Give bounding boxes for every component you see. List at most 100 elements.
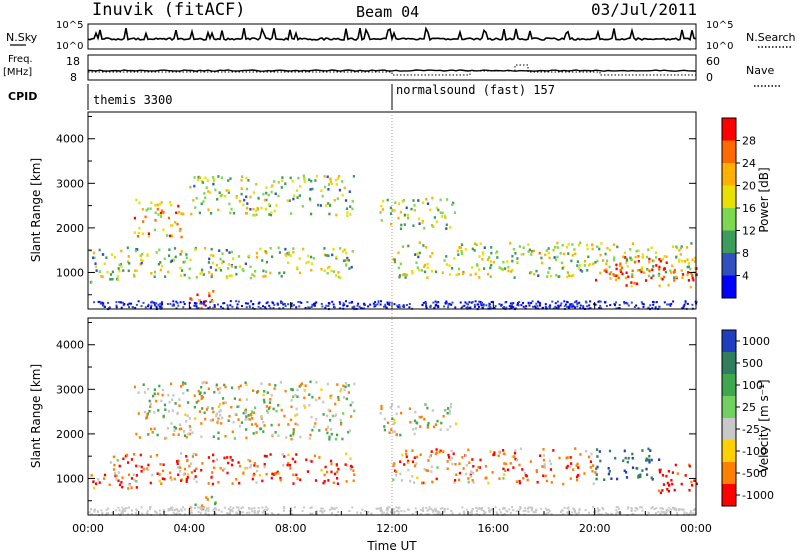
echo-cell (425, 302, 427, 305)
echo-cell (388, 301, 391, 304)
echo-cell (516, 261, 519, 264)
echo-cell (303, 506, 306, 509)
echo-cell (391, 417, 394, 420)
echo-cell (535, 302, 538, 305)
echo-cell (282, 303, 285, 306)
xlabel: Time UT (366, 539, 417, 553)
echo-cell (543, 466, 546, 469)
echo-cell (251, 477, 254, 481)
echo-cell (400, 223, 403, 227)
echo-cell (245, 436, 248, 440)
echo-cell (555, 307, 558, 310)
echo-cell (430, 450, 433, 453)
echo-cell (320, 468, 323, 472)
echo-cell (202, 200, 205, 203)
echo-cell (633, 281, 636, 285)
echo-cell (156, 472, 159, 475)
echo-cell (473, 303, 476, 306)
echo-cell (145, 415, 149, 419)
echo-cell (380, 300, 382, 303)
echo-cell (165, 436, 168, 440)
echo-cell (131, 306, 134, 309)
echo-cell (263, 198, 267, 202)
echo-cell (448, 409, 451, 412)
echo-cell (449, 425, 452, 428)
echo-cell (359, 512, 362, 515)
echo-cell (128, 483, 131, 487)
echo-cell (474, 300, 477, 303)
echo-cell (345, 300, 347, 303)
echo-cell (306, 470, 309, 473)
echo-cell (455, 473, 458, 476)
echo-cell (330, 394, 333, 397)
echo-cell (159, 268, 162, 272)
echo-cell (541, 465, 544, 468)
echo-cell (228, 513, 231, 516)
echo-cell (439, 211, 442, 214)
echo-cell (511, 268, 514, 272)
echo-cell (631, 269, 634, 273)
echo-cell (167, 393, 170, 397)
echo-cell (200, 397, 203, 401)
echo-cell (372, 302, 375, 305)
echo-cell (212, 435, 215, 438)
echo-cell (115, 301, 118, 304)
echo-cell (245, 428, 248, 431)
date-label: 03/Jul/2011 (591, 0, 697, 19)
echo-cell (661, 489, 664, 492)
echo-cell (483, 267, 486, 270)
echo-cell (457, 253, 460, 256)
echo-cell (200, 385, 203, 389)
echo-cell (120, 511, 123, 514)
echo-cell (337, 275, 340, 279)
echo-cell (638, 474, 641, 477)
echo-cell (335, 255, 338, 259)
echo-cell (269, 213, 273, 217)
echo-cell (500, 304, 503, 307)
echo-cell (563, 305, 566, 308)
echo-cell (156, 207, 159, 211)
echo-cell (506, 260, 509, 263)
echo-cell (460, 252, 463, 255)
echo-cell (547, 508, 550, 511)
y-tick-label: 3000 (56, 177, 84, 190)
echo-cell (450, 449, 453, 453)
nsky-label: N.Sky (6, 31, 38, 44)
echo-cell (513, 455, 516, 459)
echo-cell (694, 511, 697, 514)
echo-cell (290, 302, 293, 305)
echo-cell (449, 458, 452, 461)
echo-cell (600, 307, 603, 310)
echo-cell (597, 300, 600, 303)
echo-cell (445, 223, 448, 227)
colorbar-segment (722, 330, 736, 352)
echo-cell (162, 508, 165, 511)
echo-cell (595, 467, 598, 471)
echo-cell (223, 467, 226, 471)
echo-cell (398, 304, 401, 306)
echo-cell (235, 195, 238, 198)
echo-cell (548, 306, 551, 309)
echo-cell (123, 303, 126, 305)
echo-cell (351, 401, 354, 404)
echo-cell (160, 399, 163, 403)
echo-cell (124, 454, 127, 458)
echo-cell (128, 302, 131, 305)
echo-cell (262, 430, 265, 433)
echo-cell (255, 256, 259, 259)
echo-cell (175, 300, 178, 303)
echo-cell (478, 255, 481, 258)
echo-cell (573, 509, 576, 512)
echo-cell (296, 266, 299, 269)
echo-cell (570, 259, 573, 263)
echo-cell (207, 208, 210, 211)
echo-cell (374, 301, 377, 304)
echo-cell (187, 432, 190, 436)
echo-cell (615, 301, 618, 304)
echo-cell (142, 301, 145, 304)
echo-cell (557, 304, 560, 307)
echo-cell (239, 511, 242, 514)
echo-cell (414, 507, 417, 510)
echo-cell (522, 252, 525, 256)
echo-cell (413, 456, 416, 459)
